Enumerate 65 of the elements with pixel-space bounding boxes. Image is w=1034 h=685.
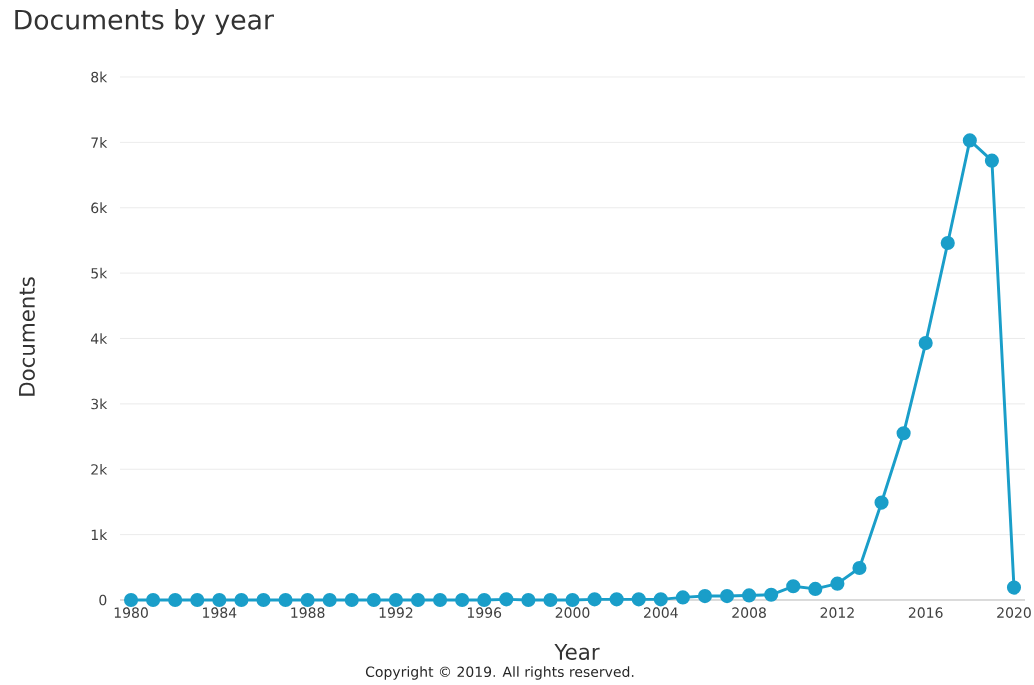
point: [984, 153, 999, 168]
point: [896, 426, 911, 441]
x-tick-label: 2020: [997, 607, 1031, 618]
x-tick-label: 1984: [203, 607, 237, 618]
point: [918, 336, 933, 351]
point: [764, 587, 779, 602]
x-tick-label: 2016: [908, 607, 943, 618]
point: [499, 592, 514, 607]
x-tick-label: 1992: [379, 607, 413, 618]
point: [212, 592, 227, 608]
point: [609, 592, 624, 607]
x-axis-title: Year: [554, 644, 600, 660]
point: [256, 592, 271, 608]
point: [719, 589, 735, 604]
point: [234, 592, 249, 608]
x-tick-label: 2004: [644, 607, 678, 618]
point: [631, 592, 646, 607]
point: [852, 560, 867, 576]
x-tick-label: 2012: [820, 607, 854, 618]
point: [1006, 580, 1022, 595]
point: [786, 579, 801, 594]
point: [543, 592, 558, 608]
point: [344, 592, 359, 608]
x-tick-label: 1980: [114, 607, 148, 618]
point: [653, 592, 668, 607]
y-tick-label: 3k: [91, 398, 108, 410]
x-tick-label: 1988: [291, 607, 325, 618]
chart-title: Documents by year: [15, 9, 274, 35]
point: [300, 592, 315, 608]
y-tick-label: 1k: [91, 529, 108, 540]
point: [366, 592, 381, 608]
point: [278, 592, 293, 608]
point: [742, 588, 757, 603]
point: [168, 592, 183, 608]
point: [123, 592, 139, 608]
y-tick-label: 5k: [91, 267, 108, 279]
text: Copyright © 2019. All rights reserved.: [365, 666, 634, 680]
point: [940, 235, 955, 251]
y-tick-label: 0: [99, 594, 107, 606]
point: [455, 592, 470, 608]
point: [477, 592, 492, 608]
y-tick-label: 6k: [91, 202, 108, 214]
point: [322, 592, 337, 608]
point: [874, 495, 889, 510]
point: [587, 592, 602, 607]
x-tick-label: 2008: [732, 607, 766, 618]
point: [146, 592, 161, 608]
point: [565, 592, 580, 608]
point: [190, 592, 205, 608]
point: [697, 589, 713, 604]
x-tick-label: 1996: [467, 607, 502, 618]
point: [675, 590, 690, 605]
point: [962, 133, 977, 148]
y-tick-label: 4k: [90, 333, 108, 344]
point: [388, 592, 403, 608]
point: [808, 581, 823, 596]
point: [433, 592, 448, 608]
point: [521, 592, 536, 608]
y-axis-title: Documents: [19, 277, 35, 396]
x-tick-label: 2000: [555, 607, 590, 618]
y-tick-label: 8k: [91, 71, 108, 83]
point: [410, 592, 426, 608]
point: [830, 576, 845, 591]
y-tick-label: 7k: [91, 137, 108, 148]
y-tick-label: 2k: [91, 463, 108, 475]
